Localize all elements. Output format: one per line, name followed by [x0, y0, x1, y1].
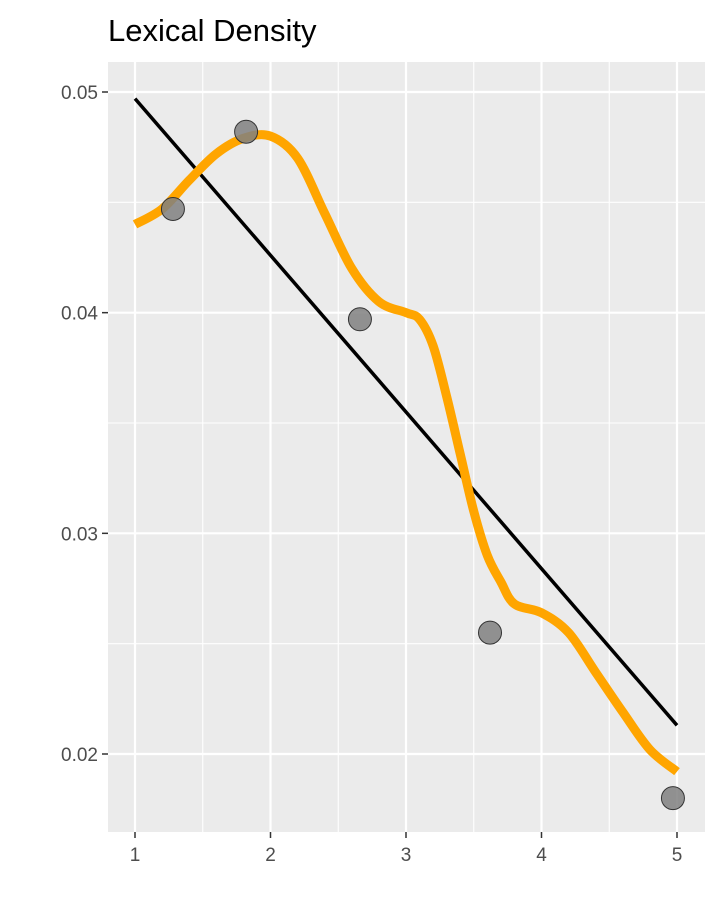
data-point [234, 119, 259, 144]
y-tick-label: 0.02 [61, 745, 98, 766]
data-point [478, 620, 503, 645]
y-axis-labels: 0.02 0.03 0.04 0.05 [61, 83, 98, 766]
x-axis-labels: 1 2 3 4 5 [130, 845, 683, 866]
x-tick-label: 2 [265, 845, 276, 866]
linear-fit-line [133, 97, 679, 727]
y-tick-label: 0.04 [61, 304, 98, 325]
data-point [347, 307, 372, 332]
x-tick-label: 4 [536, 845, 547, 866]
points-layer [160, 119, 685, 811]
chart-title: Lexical Density [108, 13, 317, 48]
y-tick-label: 0.05 [61, 83, 98, 104]
data-point [160, 196, 185, 221]
axis-ticks [102, 91, 678, 838]
x-tick-label: 3 [401, 845, 412, 866]
x-tick-label: 5 [672, 845, 683, 866]
data-point [660, 786, 685, 811]
y-tick-label: 0.03 [61, 524, 98, 545]
linear-fit-layer [133, 97, 679, 727]
x-tick-label: 1 [130, 845, 141, 866]
